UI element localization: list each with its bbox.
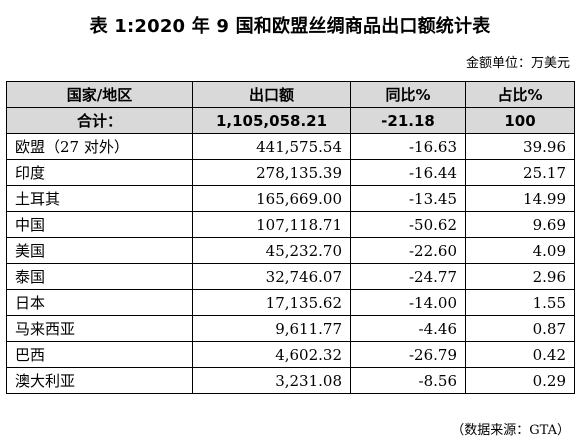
source-note: （数据来源：GTA）	[451, 423, 570, 438]
yoy-cell: -26.79	[350, 341, 466, 368]
table-row: 马来西亚 9,611.77 -4.46 0.87	[6, 315, 575, 342]
export-cell: 441,575.54	[192, 133, 351, 160]
export-cell: 278,135.39	[192, 159, 351, 186]
country-cell: 马来西亚	[6, 315, 193, 342]
share-cell: 4.09	[465, 237, 575, 264]
yoy-cell: -16.44	[350, 159, 466, 186]
yoy-cell: -13.45	[350, 185, 466, 212]
yoy-cell: -14.00	[350, 289, 466, 316]
export-cell: 107,118.71	[192, 211, 351, 238]
unit-note: 金额单位：万美元	[465, 56, 570, 71]
total-yoy: -21.18	[350, 107, 466, 134]
header-region: 国家/地区	[6, 81, 193, 108]
export-cell: 17,135.62	[192, 289, 351, 316]
export-cell: 45,232.70	[192, 237, 351, 264]
total-row: 合计： 1,105,058.21 -21.18 100	[6, 107, 575, 134]
table-row: 印度 278,135.39 -16.44 25.17	[6, 159, 575, 186]
export-table: 国家/地区 出口额 同比% 占比% 合计： 1,105,058.21 -21.1…	[6, 81, 575, 394]
table-row: 泰国 32,746.07 -24.77 2.96	[6, 263, 575, 290]
header-export: 出口额	[192, 81, 351, 108]
table-row: 澳大利亚 3,231.08 -8.56 0.29	[6, 367, 575, 394]
country-cell: 澳大利亚	[6, 367, 193, 394]
export-cell: 165,669.00	[192, 185, 351, 212]
table-row: 中国 107,118.71 -50.62 9.69	[6, 211, 575, 238]
share-cell: 2.96	[465, 263, 575, 290]
header-row: 国家/地区 出口额 同比% 占比%	[6, 81, 575, 108]
total-export: 1,105,058.21	[192, 107, 351, 134]
table-row: 欧盟（27 对外） 441,575.54 -16.63 39.96	[6, 133, 575, 160]
share-cell: 39.96	[465, 133, 575, 160]
yoy-cell: -16.63	[350, 133, 466, 160]
table-title: 表 1:2020 年 9 国和欧盟丝绸商品出口额统计表	[89, 16, 491, 37]
yoy-cell: -50.62	[350, 211, 466, 238]
share-cell: 9.69	[465, 211, 575, 238]
header-yoy: 同比%	[350, 81, 466, 108]
header-share: 占比%	[465, 81, 575, 108]
share-cell: 25.17	[465, 159, 575, 186]
share-cell: 0.29	[465, 367, 575, 394]
yoy-cell: -4.46	[350, 315, 466, 342]
country-cell: 巴西	[6, 341, 193, 368]
table-row: 巴西 4,602.32 -26.79 0.42	[6, 341, 575, 368]
table-row: 土耳其 165,669.00 -13.45 14.99	[6, 185, 575, 212]
total-share: 100	[465, 107, 575, 134]
country-cell: 美国	[6, 237, 193, 264]
table-row: 日本 17,135.62 -14.00 1.55	[6, 289, 575, 316]
country-cell: 泰国	[6, 263, 193, 290]
total-label: 合计：	[6, 107, 193, 134]
export-cell: 4,602.32	[192, 341, 351, 368]
share-cell: 0.87	[465, 315, 575, 342]
share-cell: 14.99	[465, 185, 575, 212]
table-row: 美国 45,232.70 -22.60 4.09	[6, 237, 575, 264]
yoy-cell: -22.60	[350, 237, 466, 264]
country-cell: 印度	[6, 159, 193, 186]
country-cell: 欧盟（27 对外）	[6, 133, 193, 160]
country-cell: 日本	[6, 289, 193, 316]
country-cell: 中国	[6, 211, 193, 238]
export-cell: 32,746.07	[192, 263, 351, 290]
yoy-cell: -8.56	[350, 367, 466, 394]
country-cell: 土耳其	[6, 185, 193, 212]
share-cell: 0.42	[465, 341, 575, 368]
yoy-cell: -24.77	[350, 263, 466, 290]
share-cell: 1.55	[465, 289, 575, 316]
export-cell: 9,611.77	[192, 315, 351, 342]
export-cell: 3,231.08	[192, 367, 351, 394]
